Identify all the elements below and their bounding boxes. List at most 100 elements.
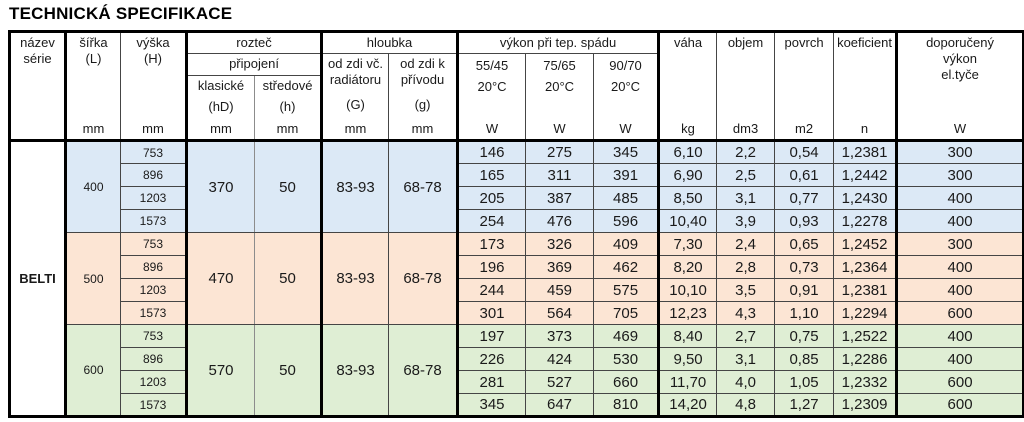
power-75-65-cell: 373 xyxy=(525,324,595,348)
power-90-70-cell: 810 xyxy=(593,393,661,417)
depth-incl-line2: radiátoru xyxy=(329,72,382,88)
coefficient-cell: 1,2430 xyxy=(833,186,899,210)
heater-power-line2: výkon xyxy=(943,50,978,66)
series-name-cell: BELTI xyxy=(9,139,67,417)
height-cell: 1573 xyxy=(120,393,188,417)
weight-label: váha xyxy=(673,34,703,50)
depth-supply-line2: přívodu xyxy=(400,72,445,88)
heater-power-cell: 600 xyxy=(896,301,1024,325)
power-55-45-cell: 173 xyxy=(457,232,527,256)
volume-cell: 2,4 xyxy=(716,232,776,256)
coefficient-cell: 1,2381 xyxy=(833,278,899,302)
height-cell: 753 xyxy=(120,324,188,348)
weight-cell: 7,30 xyxy=(658,232,718,256)
volume-cell: 3,1 xyxy=(716,347,776,371)
surface-cell: 1,27 xyxy=(774,393,835,417)
surface-cell: 1,05 xyxy=(774,370,835,394)
page-title: TECHNICKÁ SPECIFIKACE xyxy=(9,4,233,23)
power-90-70-cell: 409 xyxy=(593,232,661,256)
power-55-45-cell: 301 xyxy=(457,301,527,325)
surface-cell: 0,61 xyxy=(774,163,835,187)
height-cell: 896 xyxy=(120,255,188,279)
power-75-65-cell: 275 xyxy=(525,139,595,164)
depth-to-supply-cell: 68-78 xyxy=(387,324,460,417)
height-label: výška xyxy=(136,34,170,50)
table-row: 1573 345 647 810 14,20 4,8 1,27 1,2309 600 xyxy=(10,393,1024,417)
depth-incl-radiator-cell: 83-93 xyxy=(321,232,389,325)
gradient-75-65-label: 75/65 xyxy=(543,58,576,73)
col-header-width: šířka (L) mm xyxy=(65,31,121,141)
heater-power-cell: 400 xyxy=(896,255,1024,279)
power-90-70-cell: 596 xyxy=(593,209,661,233)
weight-cell: 9,50 xyxy=(658,347,718,371)
power-55-45-cell: 146 xyxy=(457,139,527,164)
gradient-75-65-temp: 20°C xyxy=(544,78,575,94)
height-cell: 753 xyxy=(120,232,188,256)
height-cell: 896 xyxy=(120,347,188,371)
pitch-central-label: středové xyxy=(262,78,313,93)
col-header-weight: váha kg xyxy=(658,31,718,141)
col-header-pitch-classic: klasické (hD) mm xyxy=(186,75,255,141)
height-cell: 753 xyxy=(120,139,188,164)
power-75-65-cell: 369 xyxy=(525,255,595,279)
height-cell: 1573 xyxy=(120,301,188,325)
gradient-90-70-unit: W xyxy=(619,120,632,136)
heater-power-cell: 300 xyxy=(896,163,1024,187)
power-75-65-cell: 476 xyxy=(525,209,595,233)
gradient-55-45-unit: W xyxy=(485,120,499,136)
height-cell: 1203 xyxy=(120,370,188,394)
heater-power-cell: 400 xyxy=(896,347,1024,371)
pitch-classic-cell: 370 xyxy=(186,139,255,233)
col-header-pitch-central: středové (h) mm xyxy=(254,75,323,141)
depth-to-supply-cell: 68-78 xyxy=(387,139,460,233)
volume-cell: 2,7 xyxy=(716,324,776,348)
heater-power-line3: el.tyče xyxy=(941,67,979,82)
col-header-gradient-90-70: 90/70 20°C W xyxy=(593,53,661,141)
gradient-55-45-temp: 20°C xyxy=(477,78,507,94)
col-header-volume: objem dm3 xyxy=(716,31,776,141)
coefficient-cell: 1,2442 xyxy=(833,163,899,187)
weight-cell: 10,40 xyxy=(658,209,718,233)
surface-cell: 0,54 xyxy=(774,139,835,164)
surface-cell: 0,77 xyxy=(774,186,835,210)
volume-cell: 2,5 xyxy=(716,163,776,187)
heater-power-cell: 400 xyxy=(896,186,1024,210)
table-row: 600 753 570 50 83-93 68-78 197 373 469 8,40 2,7 0,7… xyxy=(10,324,1024,417)
volume-cell: 3,9 xyxy=(716,209,776,233)
table-row: 1573 301 564 705 12,23 4,3 1,10 1,2294 600 xyxy=(10,301,1024,325)
power-55-45-cell: 281 xyxy=(457,370,527,394)
power-55-45-cell: 197 xyxy=(457,324,527,348)
surface-cell: 0,73 xyxy=(774,255,835,279)
power-90-70-cell: 469 xyxy=(593,324,661,348)
heater-power-cell: 400 xyxy=(896,209,1024,233)
width-symbol: (L) xyxy=(85,50,102,66)
power-75-65-cell: 564 xyxy=(525,301,595,325)
power-55-45-cell: 244 xyxy=(457,278,527,302)
col-header-heater-power: doporučený výkon el.tyče W xyxy=(896,31,1024,141)
volume-cell: 3,1 xyxy=(716,186,776,210)
col-header-depth: hloubka xyxy=(320,31,460,54)
power-90-70-cell: 530 xyxy=(593,347,661,371)
surface-label: povrch xyxy=(784,34,824,50)
power-75-65-cell: 311 xyxy=(525,163,595,187)
pitch-central-symbol: (h) xyxy=(279,99,296,115)
spec-table: název série šířka (L) mm xyxy=(8,30,1024,418)
table-row: BELTI 400 753 370 50 83-93 68-78 146 275 345 6,10 2… xyxy=(9,139,1024,417)
depth-supply-line1: od zdi k xyxy=(400,56,445,71)
volume-cell: 4,8 xyxy=(716,393,776,417)
power-90-70-cell: 660 xyxy=(593,370,661,394)
surface-cell: 0,91 xyxy=(774,278,835,302)
coefficient-unit: n xyxy=(860,121,869,137)
gradient-55-45-label: 55/45 xyxy=(475,58,509,73)
power-90-70-cell: 485 xyxy=(593,186,661,210)
pitch-central-unit: mm xyxy=(276,120,299,136)
width-unit: mm xyxy=(82,121,105,137)
weight-cell: 8,40 xyxy=(658,324,718,348)
col-header-pitch: rozteč xyxy=(186,31,323,54)
weight-cell: 8,50 xyxy=(658,186,718,210)
weight-cell: 11,70 xyxy=(658,370,718,394)
header-row-1: název série šířka (L) mm xyxy=(9,31,1024,141)
volume-cell: 4,3 xyxy=(716,301,776,325)
power-75-65-cell: 527 xyxy=(525,370,595,394)
power-55-45-cell: 226 xyxy=(457,347,527,371)
